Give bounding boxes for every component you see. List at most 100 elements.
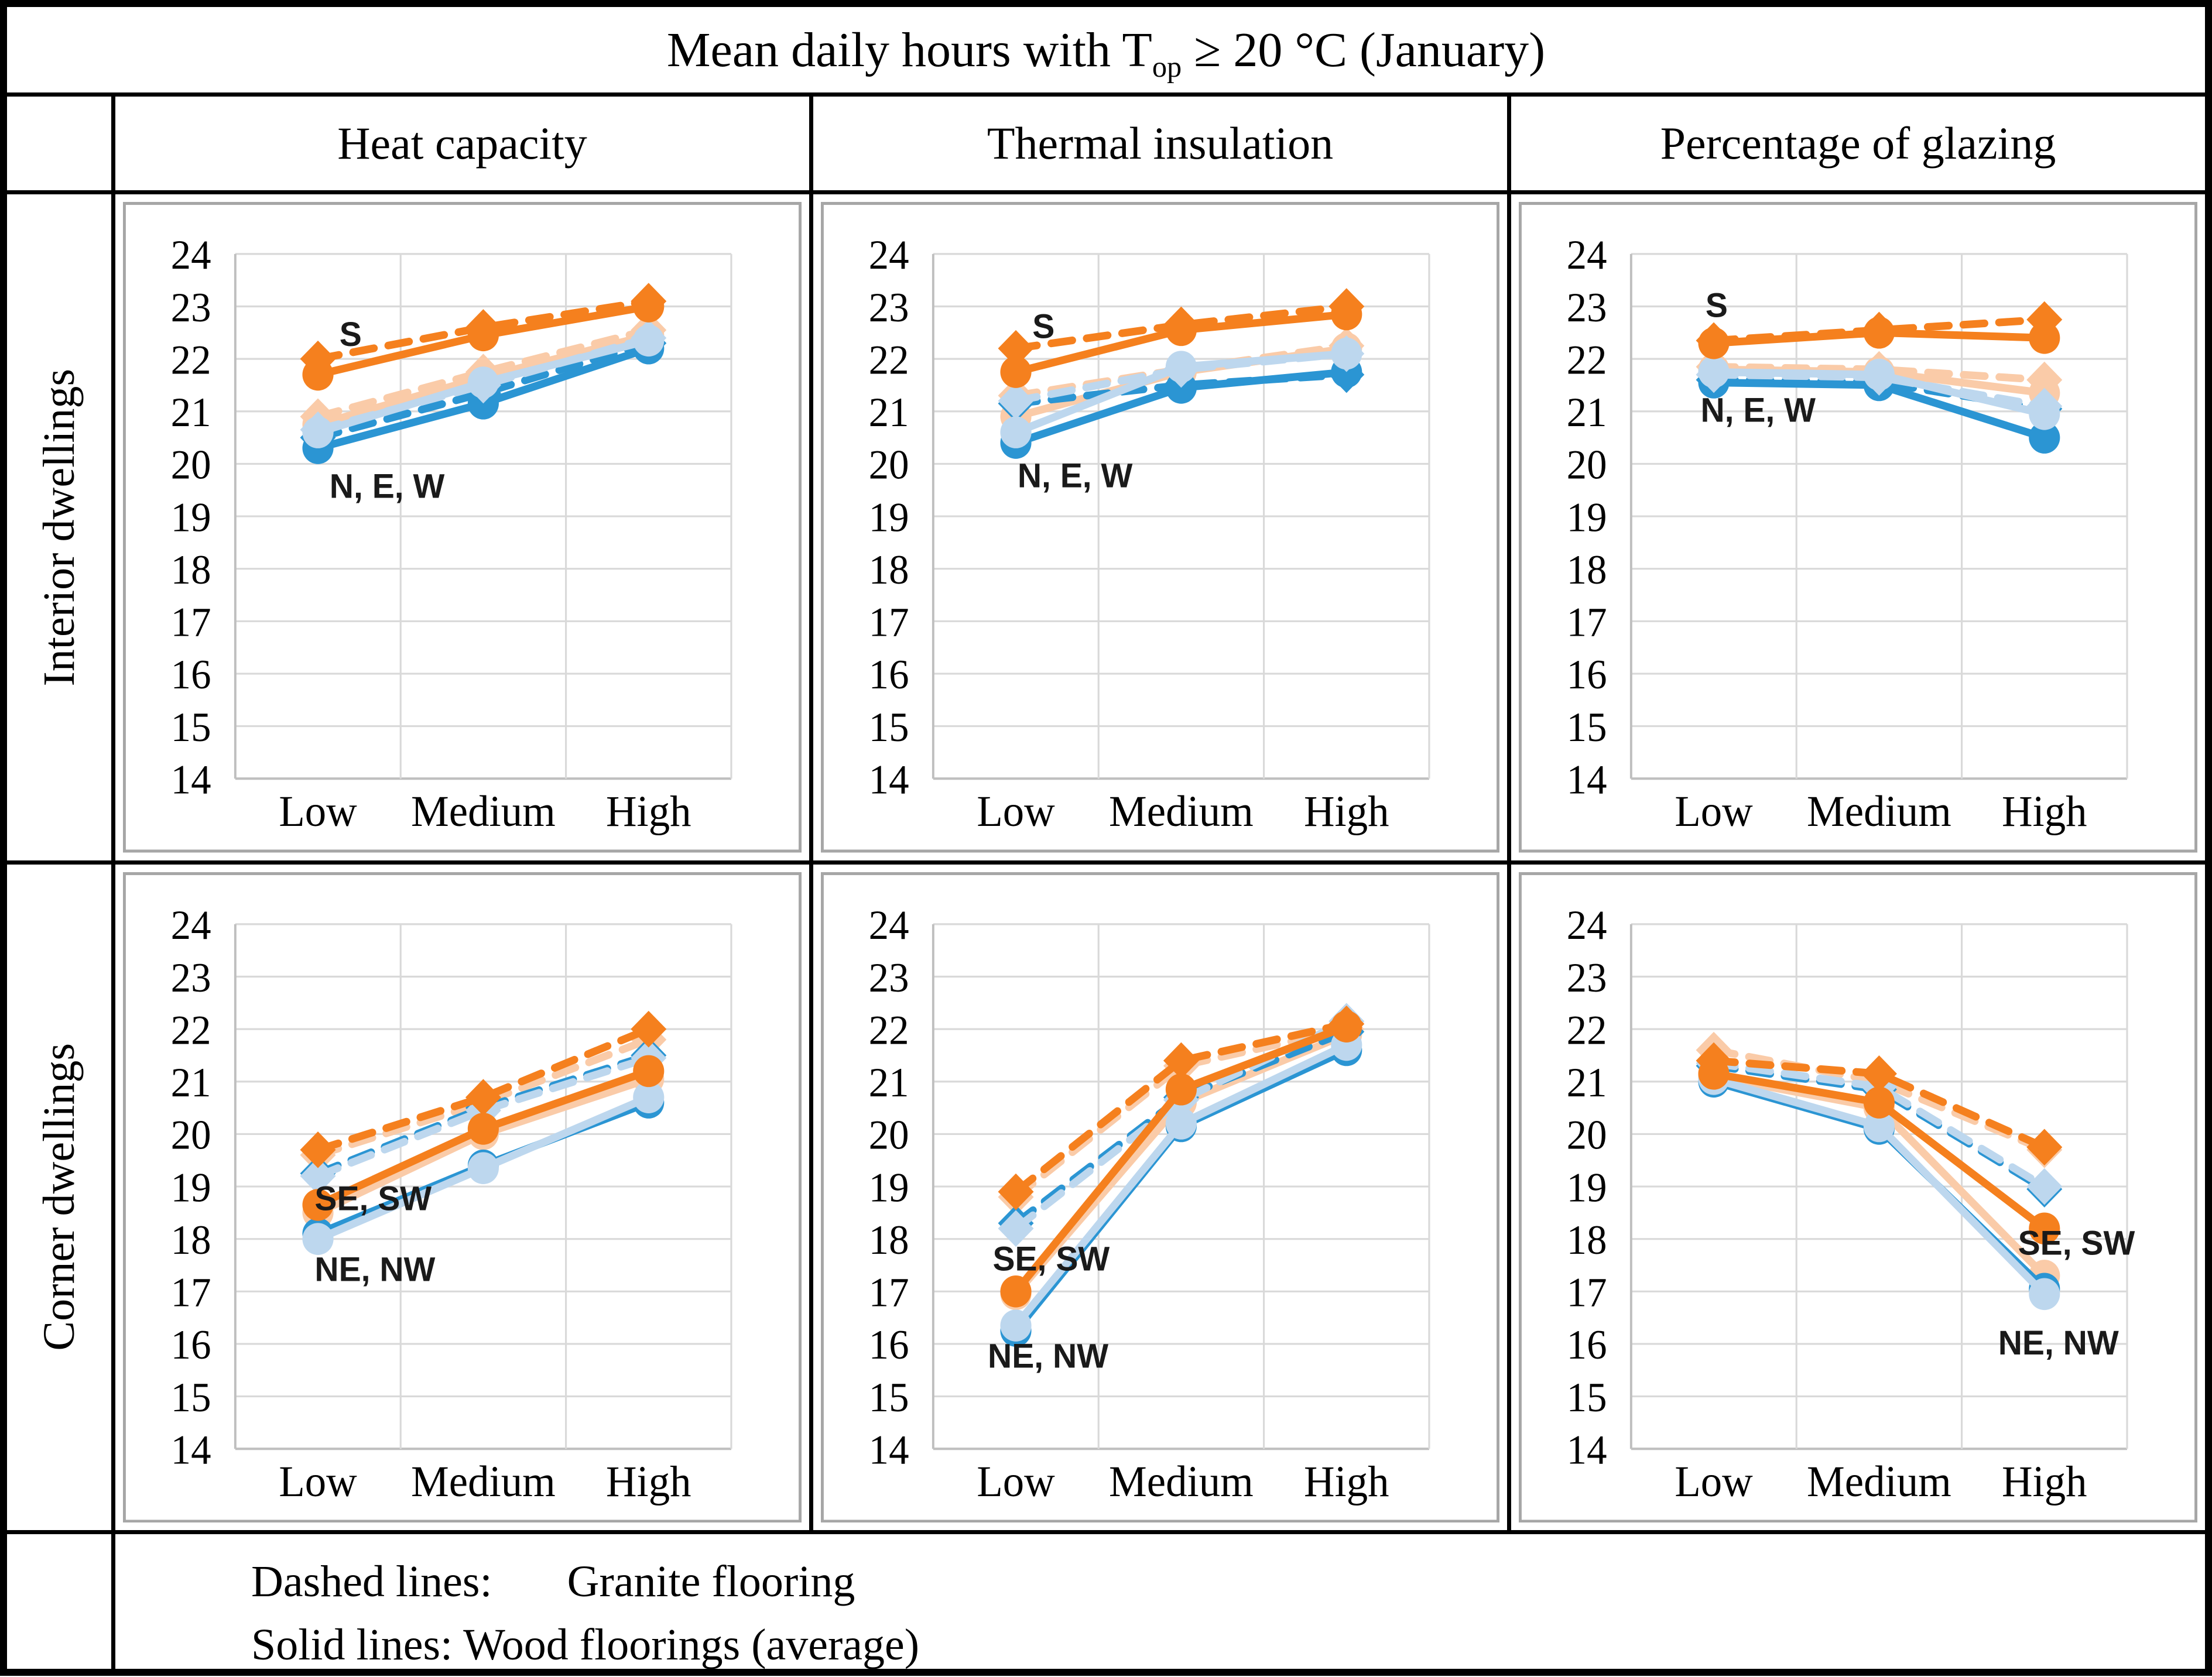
column-header-percentage-of-glazing: Percentage of glazing (1511, 97, 2205, 190)
svg-text:24: 24 (1567, 232, 1607, 278)
legend-solid-line-note: Solid lines: Wood floorings (average) (251, 1614, 2205, 1677)
svg-text:23: 23 (171, 955, 211, 1001)
legend-dashed-line-note: Dashed lines: Granite flooring (251, 1551, 2205, 1614)
svg-text:Medium: Medium (411, 787, 556, 835)
column-header-thermal-insulation: Thermal insulation (813, 97, 1507, 190)
svg-text:N, E, W: N, E, W (1700, 392, 1816, 430)
row-label-corner-dwellings: Corner dwellings (7, 864, 111, 1530)
svg-text:High: High (1304, 787, 1389, 835)
svg-text:18: 18 (171, 547, 211, 593)
title-subscript: op (1152, 50, 1182, 83)
svg-text:24: 24 (1567, 903, 1607, 948)
svg-text:19: 19 (869, 1165, 909, 1210)
svg-text:17: 17 (1567, 1270, 1607, 1315)
svg-text:14: 14 (1567, 757, 1607, 803)
svg-text:N, E, W: N, E, W (1018, 457, 1133, 495)
svg-text:Low: Low (1675, 787, 1752, 835)
svg-text:19: 19 (171, 1165, 211, 1210)
legend-dashed-label: Dashed lines: (251, 1557, 492, 1606)
legend-solid-value: Wood floorings (average) (463, 1620, 920, 1669)
svg-text:Low: Low (279, 787, 357, 835)
svg-text:22: 22 (1567, 1007, 1607, 1053)
svg-text:18: 18 (869, 1218, 909, 1263)
svg-text:SE, SW: SE, SW (314, 1179, 432, 1218)
figure-title: Mean daily hours with Top ≥ 20 °C (Janua… (7, 7, 2205, 92)
svg-text:Low: Low (977, 1457, 1054, 1505)
row-label-interior-dwellings: Interior dwellings (7, 194, 111, 860)
chart-interior-thermal-insulation: 14 15 16 17 18 19 20 21 22 23 24 Low Medium High S N, E… (813, 194, 1507, 860)
svg-text:High: High (606, 1457, 691, 1505)
svg-text:SE, SW: SE, SW (2018, 1224, 2135, 1262)
svg-text:20: 20 (869, 443, 909, 488)
svg-text:20: 20 (171, 1112, 211, 1158)
svg-text:20: 20 (1567, 1112, 1607, 1158)
chart-corner-heat-capacity: 14 15 16 17 18 19 20 21 22 23 24 Low Medium High SE, S… (115, 864, 809, 1530)
svg-text:S: S (1706, 287, 1728, 325)
svg-text:N, E, W: N, E, W (330, 468, 445, 506)
svg-text:14: 14 (869, 757, 909, 803)
svg-text:21: 21 (1567, 390, 1607, 435)
svg-text:22: 22 (171, 1007, 211, 1053)
svg-text:Low: Low (279, 1457, 357, 1505)
svg-text:S: S (340, 315, 362, 354)
svg-text:22: 22 (171, 338, 211, 383)
corner-cell-footer (7, 1534, 111, 1669)
svg-text:15: 15 (869, 705, 909, 750)
svg-text:NE, NW: NE, NW (988, 1337, 1108, 1375)
chart-corner-percentage-of-glazing: 14 15 16 17 18 19 20 21 22 23 24 Low Medium High SE, S… (1511, 864, 2205, 1530)
svg-text:16: 16 (869, 652, 909, 698)
svg-text:23: 23 (171, 285, 211, 331)
svg-text:18: 18 (869, 547, 909, 593)
svg-text:High: High (1304, 1457, 1389, 1505)
svg-text:16: 16 (171, 1322, 211, 1368)
svg-text:24: 24 (171, 903, 211, 948)
svg-text:22: 22 (869, 338, 909, 383)
svg-text:21: 21 (171, 390, 211, 435)
svg-text:16: 16 (1567, 1322, 1607, 1368)
svg-text:24: 24 (171, 232, 211, 278)
svg-text:21: 21 (171, 1060, 211, 1106)
svg-text:Medium: Medium (1807, 1457, 1951, 1505)
svg-text:19: 19 (1567, 495, 1607, 541)
svg-text:15: 15 (1567, 1375, 1607, 1421)
legend-notes: Dashed lines: Granite flooring Solid line… (115, 1534, 2205, 1669)
svg-text:19: 19 (869, 495, 909, 541)
svg-text:16: 16 (171, 652, 211, 698)
svg-text:High: High (2002, 1457, 2087, 1505)
svg-text:23: 23 (869, 285, 909, 331)
svg-text:NE, NW: NE, NW (314, 1250, 435, 1288)
svg-text:17: 17 (171, 1270, 211, 1315)
svg-text:23: 23 (869, 955, 909, 1001)
svg-text:Medium: Medium (1807, 787, 1951, 835)
svg-text:Low: Low (977, 787, 1054, 835)
svg-text:17: 17 (869, 1270, 909, 1315)
svg-text:NE, NW: NE, NW (1998, 1324, 2119, 1362)
title-text: Mean daily hours with Top ≥ 20 °C (Janua… (666, 22, 1546, 83)
svg-text:16: 16 (1567, 652, 1607, 698)
svg-text:Medium: Medium (1109, 787, 1254, 835)
svg-text:Medium: Medium (411, 1457, 556, 1505)
svg-text:16: 16 (869, 1322, 909, 1368)
svg-text:18: 18 (171, 1218, 211, 1263)
svg-text:15: 15 (171, 705, 211, 750)
svg-text:15: 15 (171, 1375, 211, 1421)
svg-text:17: 17 (869, 600, 909, 646)
svg-text:17: 17 (1567, 600, 1607, 646)
svg-text:23: 23 (1567, 285, 1607, 331)
chart-interior-percentage-of-glazing: 14 15 16 17 18 19 20 21 22 23 24 Low Medium High S N, E… (1511, 194, 2205, 860)
svg-text:19: 19 (171, 495, 211, 541)
svg-text:Low: Low (1675, 1457, 1752, 1505)
svg-text:SE, SW: SE, SW (993, 1240, 1110, 1278)
svg-text:18: 18 (1567, 547, 1607, 593)
svg-text:21: 21 (1567, 1060, 1607, 1106)
svg-text:S: S (1032, 308, 1054, 346)
svg-text:24: 24 (869, 232, 909, 278)
svg-text:19: 19 (1567, 1165, 1607, 1210)
svg-text:14: 14 (869, 1427, 909, 1473)
svg-text:15: 15 (1567, 705, 1607, 750)
svg-text:24: 24 (869, 903, 909, 948)
svg-text:20: 20 (869, 1112, 909, 1158)
svg-text:21: 21 (869, 1060, 909, 1106)
svg-text:14: 14 (171, 757, 211, 803)
